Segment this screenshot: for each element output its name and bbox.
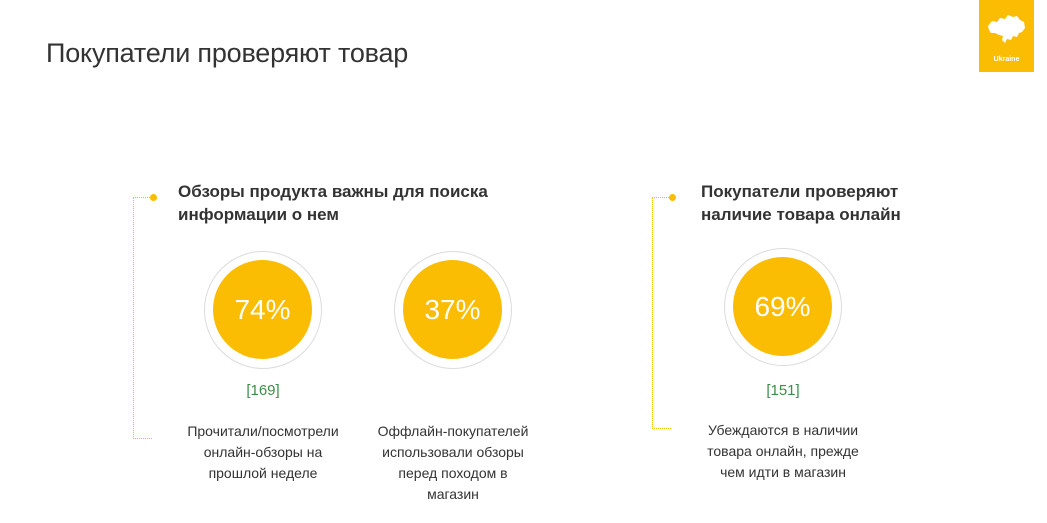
- bullet-dot: [669, 194, 676, 201]
- stat-description: Прочитали/посмотрели онлайн-обзоры на пр…: [168, 421, 358, 484]
- country-badge: Ukraine: [979, 0, 1034, 72]
- stat-value: 69%: [733, 257, 832, 356]
- stat-description: Оффлайн-покупателей использовали обзоры …: [358, 421, 548, 505]
- stat-ring: 69%: [724, 248, 842, 366]
- stat-description: Убеждаются в наличии товара онлайн, преж…: [688, 420, 878, 483]
- heading-line: Обзоры продукта важны для поиска: [178, 182, 488, 201]
- desc-line: Прочитали/посмотрели: [187, 423, 339, 439]
- group-heading: Покупатели проверяют наличие товара онла…: [701, 180, 961, 226]
- bullet-dot: [150, 194, 157, 201]
- desc-line: Оффлайн-покупателей: [377, 423, 529, 439]
- badge-label: Ukraine: [993, 56, 1020, 63]
- sample-size: [169]: [246, 382, 280, 399]
- desc-line: Убеждаются в наличии: [707, 422, 859, 438]
- desc-line: онлайн-обзоры на: [203, 444, 323, 460]
- desc-line: прошлой неделе: [208, 465, 318, 481]
- sample-size: [151]: [766, 382, 800, 399]
- stat-ring: 37%: [394, 251, 512, 369]
- desc-line: чем идти в магазин: [720, 464, 846, 480]
- stat-value: 37%: [403, 260, 502, 359]
- desc-line: магазин: [427, 486, 479, 502]
- group-heading: Обзоры продукта важны для поиска информа…: [178, 180, 538, 226]
- ukraine-map-icon: [988, 15, 1025, 43]
- page-title: Покупатели проверяют товар: [46, 38, 409, 68]
- heading-line: наличие товара онлайн: [701, 205, 901, 224]
- desc-line: перед походом в: [398, 465, 508, 481]
- desc-line: товара онлайн, прежде: [707, 443, 859, 459]
- stat-ring: 74%: [204, 251, 322, 369]
- heading-line: Покупатели проверяют: [701, 182, 899, 201]
- desc-line: использовали обзоры: [382, 444, 524, 460]
- heading-line: информации о нем: [178, 205, 339, 224]
- group-bracket: [133, 197, 152, 439]
- stat-value: 74%: [213, 260, 312, 359]
- group-bracket: [652, 197, 671, 429]
